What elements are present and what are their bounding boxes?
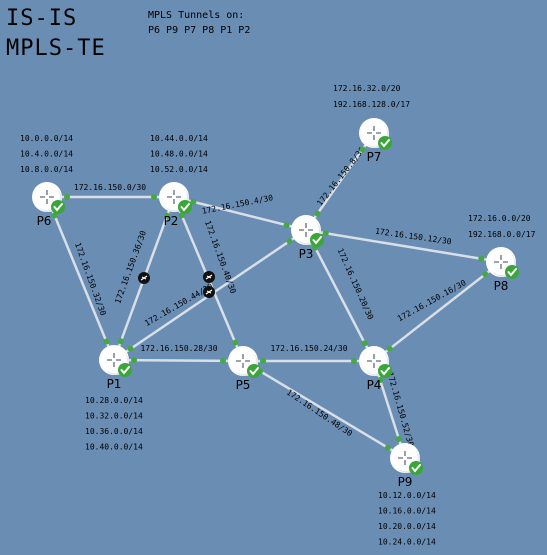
router-label: P9 (398, 475, 413, 489)
router-label: P4 (367, 378, 382, 392)
interface-dot (232, 339, 239, 346)
prefix-label: 10.44.0.0/14 (150, 134, 208, 143)
checkmark-icon (378, 364, 392, 378)
router-label: P5 (236, 378, 251, 392)
link-label: 172.16.150.0/30 (74, 183, 146, 192)
interface-dot (314, 210, 321, 217)
interface-dot (286, 238, 293, 245)
interface-dot (386, 345, 393, 352)
interface-dot (361, 340, 368, 347)
prefix-label: 10.48.0.0/14 (150, 150, 208, 159)
interface-dot (178, 212, 185, 219)
interface-dot (64, 194, 70, 200)
topology-title-line1: IS-IS (6, 6, 78, 31)
prefix-label: 192.168.0.0/17 (468, 230, 536, 239)
interface-dot (395, 435, 402, 442)
interface-icon[interactable] (203, 286, 215, 298)
link-label: 172.16.150.28/30 (140, 344, 217, 353)
link-p8-p4[interactable] (373, 261, 502, 362)
checkmark-icon (178, 200, 192, 214)
mpls-tunnels-list: P6 P9 P7 P8 P1 P2 (148, 25, 251, 36)
link-p4-p9[interactable] (372, 360, 407, 459)
interface-dot (127, 345, 134, 352)
prefix-label: 10.24.0.0/14 (378, 538, 436, 547)
router-p2[interactable]: P2 (159, 182, 192, 228)
interface-dot (359, 146, 366, 153)
router-p6[interactable]: P6 (32, 182, 65, 228)
prefix-label: 172.16.32.0/20 (333, 84, 401, 93)
interface-icon[interactable] (138, 272, 150, 284)
topology-title-line2: MPLS-TE (6, 36, 106, 61)
link-p5-p9[interactable] (242, 359, 406, 460)
prefixes-layer: 10.0.0.0/14 10.4.0.0/14 10.8.0.0/14 10.44.0… (20, 84, 536, 547)
link-label: 172.16.150.44/30 (143, 282, 214, 328)
interface-icon[interactable] (203, 271, 215, 283)
router-p1[interactable]: P1 (99, 345, 132, 391)
router-label: P1 (107, 377, 122, 391)
router-p3[interactable]: P3 (291, 215, 324, 261)
prefix-label: 192.168.128.0/17 (333, 100, 410, 109)
interface-dot (190, 198, 197, 205)
prefix-label: 10.12.0.0/14 (378, 491, 436, 500)
checkmark-icon (505, 265, 519, 279)
link-label: 172.16.150.48/30 (285, 388, 354, 439)
interface-dot (103, 338, 110, 345)
interface-dot (384, 444, 391, 451)
prefix-label: 172.16.0.0/20 (468, 214, 531, 223)
link-label: 172.16.150.8/30 (315, 145, 367, 208)
interface-dot (51, 212, 58, 219)
link-p3-p8[interactable] (305, 228, 502, 264)
prefix-label: 10.16.0.0/14 (378, 507, 436, 516)
link-label: 172.16.150.20/30 (336, 247, 376, 321)
prefix-label: 10.0.0.0/14 (20, 134, 73, 143)
interface-dot (478, 255, 485, 262)
prefix-label: 10.28.0.0/14 (85, 396, 143, 405)
checkmark-icon (247, 364, 261, 378)
router-p4[interactable]: P4 (359, 346, 392, 392)
router-p5[interactable]: P5 (228, 346, 261, 392)
mpls-tunnels-heading: MPLS Tunnels on: (148, 10, 245, 21)
prefix-label: 10.32.0.0/14 (85, 412, 143, 421)
checkmark-icon (51, 200, 65, 214)
prefix-label: 10.4.0.0/14 (20, 150, 73, 159)
router-label: P7 (367, 150, 382, 164)
prefix-label: 10.20.0.0/14 (378, 522, 436, 531)
interface-dot (283, 222, 290, 229)
interface-dot (482, 271, 489, 278)
router-label: P6 (37, 214, 52, 228)
prefix-label: 10.40.0.0/14 (85, 443, 143, 452)
prefix-label: 10.52.0.0/14 (150, 165, 208, 174)
interface-dot (130, 357, 137, 364)
router-label: P2 (164, 214, 179, 228)
router-p7[interactable]: P7 (359, 118, 392, 164)
prefix-label: 10.8.0.0/14 (20, 165, 73, 174)
link-label: 172.16.150.36/30 (113, 229, 148, 305)
interface-dot (377, 377, 384, 384)
prefix-label: 10.36.0.0/14 (85, 427, 143, 436)
router-label: P8 (494, 279, 509, 293)
interface-dot (260, 358, 266, 364)
interface-dot (164, 212, 171, 219)
routers-layer: P6 P2 P7 P3 P8 P1 P5 P4 P9 (32, 118, 519, 489)
router-p8[interactable]: P8 (486, 247, 519, 293)
checkmark-icon (310, 233, 324, 247)
interface-dot (117, 338, 124, 345)
interface-dot (220, 357, 227, 364)
link-label: 172.16.150.24/30 (270, 344, 347, 353)
link-p6-p1[interactable] (45, 196, 116, 361)
router-label: P3 (299, 247, 314, 261)
mpls-tunnels-note: MPLS Tunnels on: P6 P9 P7 P8 P1 P2 (148, 8, 250, 38)
checkmark-icon (118, 363, 132, 377)
router-p9[interactable]: P9 (390, 443, 423, 489)
interface-dot (322, 230, 329, 237)
link-p3-p4[interactable] (304, 229, 376, 362)
checkmark-icon (378, 136, 392, 150)
checkmark-icon (409, 461, 423, 475)
interface-dot (151, 194, 157, 200)
interface-dot (351, 358, 357, 364)
